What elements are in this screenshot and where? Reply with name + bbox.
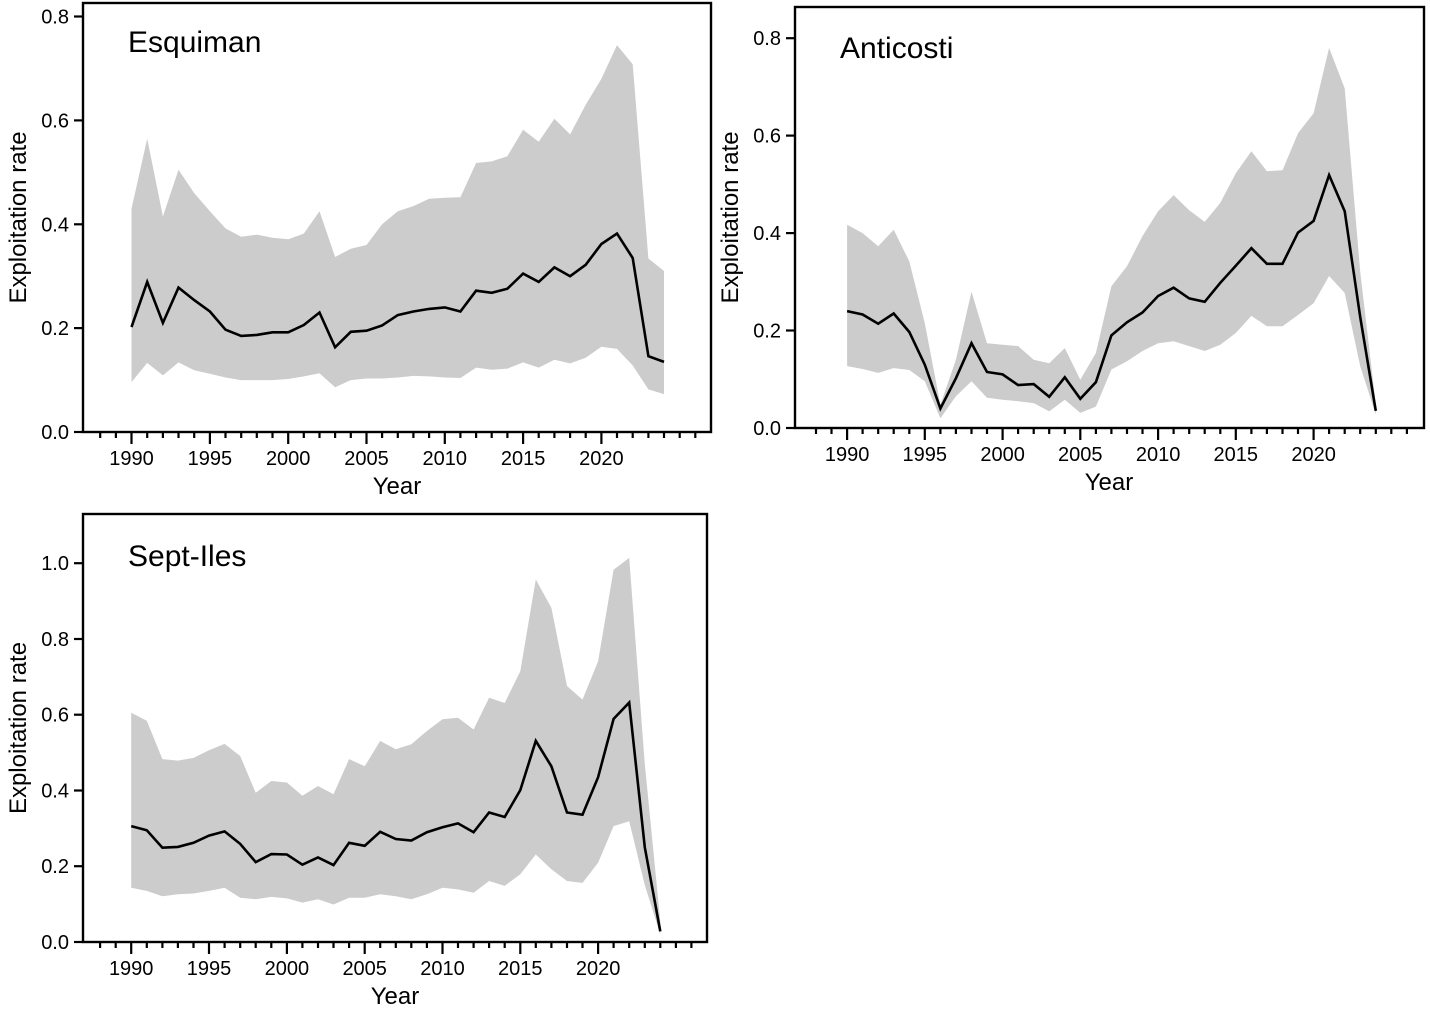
y-axis-label: Exploitation rate	[717, 131, 744, 303]
x-tick-label: 2010	[420, 958, 465, 980]
x-tick-label: 2010	[1136, 444, 1181, 466]
x-tick-label: 1990	[109, 958, 154, 980]
median-line	[130, 699, 662, 932]
panel-title: Esquiman	[128, 26, 261, 59]
plot-frame	[793, 5, 1426, 430]
panel-title: Anticosti	[840, 32, 953, 65]
confidence-band	[131, 557, 661, 935]
y-tick-label: 0.2	[41, 856, 69, 878]
x-tick-label: 2005	[342, 958, 387, 980]
x-tick-label: 2015	[1214, 444, 1259, 466]
x-tick-label: 1995	[188, 448, 233, 470]
x-tick-label: 2005	[344, 448, 389, 470]
anticosti-labels: Anticosti Year Exploitation rate	[717, 32, 1133, 496]
esquiman-chart: 1990 1995 2000 2005 2010 2015 2020 0.0 0.2 0.4 0.6…	[5, 1, 713, 500]
x-tick-label: 2020	[1291, 444, 1336, 466]
y-tick-label: 0.4	[753, 223, 781, 245]
median-line	[846, 171, 1378, 412]
y-tick-label: 0.0	[41, 422, 69, 444]
y-tick-label: 0.6	[41, 705, 69, 727]
panel-title: Sept-Iles	[128, 540, 246, 573]
x-axis-label: Year	[371, 983, 420, 1010]
y-axis-label: Exploitation rate	[5, 131, 32, 303]
y-tick-label: 0.6	[41, 110, 69, 132]
esquiman-labels: Esquiman Year Exploitation rate	[5, 26, 421, 500]
anticosti-chart: 1990 1995 2000 2005 2010 2015 2020 0.0 0.2 0.4 0.6…	[717, 5, 1426, 496]
x-axis-label: Year	[1085, 469, 1134, 496]
sept-iles-labels: Sept-Iles Year Exploitation rate	[5, 540, 419, 1010]
x-tick-label: 2005	[1058, 444, 1103, 466]
y-tick-label: 0.8	[41, 7, 69, 29]
x-tick-label: 1995	[903, 444, 948, 466]
x-tick-label: 2015	[501, 448, 546, 470]
confidence-band	[847, 47, 1376, 419]
chart-panel-sept-iles: 1990 1995 2000 2005 2010 2015 2020 0.0 0.2 0.4 0.6…	[0, 505, 730, 1021]
y-tick-label: 0.8	[753, 28, 781, 50]
x-tick-label: 2015	[498, 958, 543, 980]
x-tick-label: 2000	[265, 958, 310, 980]
chart-panel-anticosti: 1990 1995 2000 2005 2010 2015 2020 0.0 0.2 0.4 0.6…	[715, 0, 1430, 510]
x-tick-label: 2010	[423, 448, 468, 470]
x-tick-label: 2020	[579, 448, 624, 470]
y-tick-label: 0.4	[41, 781, 69, 803]
y-axis-label: Exploitation rate	[5, 642, 32, 814]
y-tick-label: 1.0	[41, 553, 69, 575]
y-tick-label: 0.0	[753, 418, 781, 440]
x-tick-label: 2020	[576, 958, 621, 980]
y-tick-label: 0.6	[753, 126, 781, 148]
x-axis-label: Year	[373, 473, 422, 500]
y-tick-label: 0.0	[41, 932, 69, 954]
x-tick-label: 2000	[266, 448, 311, 470]
sept-iles-chart: 1990 1995 2000 2005 2010 2015 2020 0.0 0.2 0.4 0.6…	[5, 512, 709, 1010]
chart-panel-esquiman: 1990 1995 2000 2005 2010 2015 2020 0.0 0.2 0.4 0.6…	[0, 0, 730, 510]
x-tick-label: 1990	[825, 444, 870, 466]
y-tick-label: 0.2	[753, 321, 781, 343]
y-tick-label: 0.8	[41, 629, 69, 651]
y-tick-label: 0.4	[41, 214, 69, 236]
x-tick-label: 1995	[187, 958, 232, 980]
x-tick-label: 1990	[109, 448, 154, 470]
median-line	[130, 231, 665, 364]
x-tick-label: 2000	[980, 444, 1025, 466]
y-tick-label: 0.2	[41, 318, 69, 340]
confidence-band	[131, 45, 664, 395]
